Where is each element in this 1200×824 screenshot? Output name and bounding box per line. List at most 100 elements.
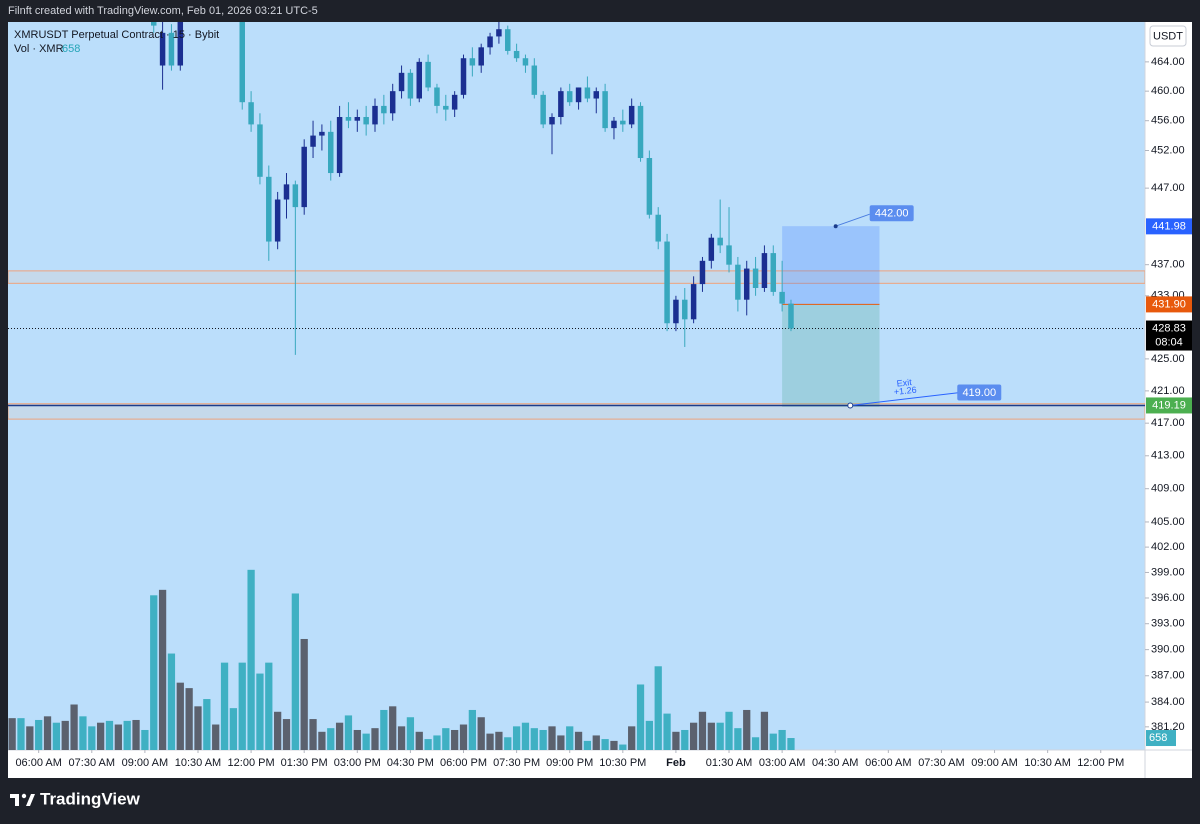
exit-value: +1.26	[893, 385, 917, 397]
price-tag-sublabel: 08:04	[1155, 336, 1183, 348]
candle-body	[443, 105, 449, 110]
time-axis	[8, 750, 1145, 778]
exit-text: Exit	[896, 377, 912, 389]
volume-bar	[150, 595, 158, 750]
candle-body	[699, 260, 706, 285]
x-tick-label: 09:00 AM	[971, 757, 1017, 769]
x-tick-label: Feb	[666, 757, 686, 769]
volume-bar	[734, 728, 742, 750]
x-tick-label: 12:00 PM	[228, 757, 275, 769]
candle-body	[690, 284, 697, 320]
y-tick-label: 437.00	[1151, 259, 1185, 271]
candle-body	[505, 29, 511, 51]
volume-bar	[220, 662, 229, 750]
volume-bar	[707, 722, 715, 750]
volume-bar	[521, 722, 530, 750]
logo-part	[15, 794, 19, 806]
x-tick-label: 09:00 PM	[546, 757, 593, 769]
plot-layer	[8, 22, 1145, 750]
candle-body	[150, 22, 157, 26]
candle-body	[168, 32, 175, 66]
candle-body	[496, 29, 502, 37]
candle-body	[487, 36, 493, 48]
candle-body	[434, 87, 440, 106]
candle-body	[584, 87, 591, 99]
volume-bar	[43, 716, 52, 750]
x-tick-label: 03:00 PM	[334, 757, 381, 769]
volume-bar	[114, 724, 122, 750]
candle-body	[717, 237, 723, 246]
volume-bar	[380, 709, 388, 750]
volume-bar	[689, 722, 698, 750]
volume-bar	[566, 726, 574, 750]
y-tick-label: 390.00	[1151, 644, 1185, 656]
volume-tag	[1146, 730, 1176, 747]
volume-bar	[610, 740, 618, 750]
volume-bar	[158, 589, 167, 750]
candle-body	[602, 91, 608, 129]
volume-bar	[769, 733, 777, 750]
volume-bar	[327, 728, 335, 750]
top-bar	[0, 0, 1200, 22]
volume-bar	[654, 666, 662, 750]
x-tick-label: 09:00 AM	[122, 757, 168, 769]
x-tick-label: 07:30 PM	[493, 757, 540, 769]
volume-bar	[265, 662, 273, 750]
y-tick-label: 399.00	[1151, 566, 1185, 578]
candle-body	[336, 116, 343, 174]
target-area	[782, 304, 880, 407]
candle-body	[726, 245, 732, 265]
volume-bar	[79, 716, 87, 750]
volume-bar	[557, 735, 565, 750]
volume-bar	[61, 720, 69, 750]
candle-body	[682, 299, 688, 320]
volume-bar	[247, 569, 255, 750]
volume-bar	[362, 733, 370, 750]
target-label-box	[957, 384, 1002, 401]
stop-label-box	[869, 205, 914, 222]
candle-body	[513, 50, 520, 59]
candle-body	[398, 72, 405, 92]
volume-bar	[35, 719, 43, 750]
volume-bar	[203, 699, 211, 750]
volume-bar	[141, 729, 149, 750]
volume-bar	[619, 744, 627, 750]
volume-bar	[743, 709, 751, 750]
volume-bar	[548, 726, 556, 750]
volume-bar	[176, 682, 184, 750]
candle-body	[319, 131, 325, 136]
candle-body	[345, 116, 352, 121]
candle-body	[752, 268, 759, 288]
y-tick-label: 447.00	[1151, 182, 1185, 194]
y-tick-label: 417.00	[1151, 417, 1185, 429]
candle-body	[566, 91, 573, 103]
y-tick-label: 387.00	[1151, 670, 1185, 682]
volume-bar	[353, 729, 361, 750]
candle-body	[283, 184, 290, 200]
x-tick-label: 06:00 AM	[865, 757, 911, 769]
x-tick-label: 04:30 PM	[387, 757, 434, 769]
volume-bar	[344, 715, 353, 750]
candle-body	[478, 47, 484, 66]
volume-bar	[282, 719, 291, 750]
volume-bar	[167, 653, 176, 750]
exit-anchor	[847, 402, 854, 409]
currency-button[interactable]	[1149, 25, 1187, 47]
candle-body	[770, 253, 777, 292]
candle-body	[761, 253, 768, 288]
volume-bar	[539, 729, 547, 750]
volume-bar	[229, 708, 238, 750]
exit-connector	[850, 391, 961, 406]
candle-body	[266, 176, 272, 242]
candle-body	[372, 105, 378, 125]
volume-bar	[725, 711, 733, 750]
zone	[8, 403, 1145, 420]
y-tick-label: 413.00	[1151, 450, 1185, 462]
volume-bar	[468, 709, 476, 750]
volume-bar	[8, 718, 16, 750]
volume-tag-label: 658	[1149, 732, 1167, 744]
candle-body	[655, 214, 661, 242]
volume-bar	[698, 711, 707, 750]
candle-body	[743, 268, 750, 300]
